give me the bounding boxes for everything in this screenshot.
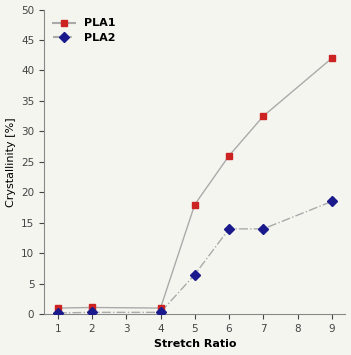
X-axis label: Stretch Ratio: Stretch Ratio bbox=[153, 339, 236, 349]
Y-axis label: Crystallinity [%]: Crystallinity [%] bbox=[6, 117, 15, 207]
Legend: PLA1, PLA2: PLA1, PLA2 bbox=[49, 15, 119, 46]
